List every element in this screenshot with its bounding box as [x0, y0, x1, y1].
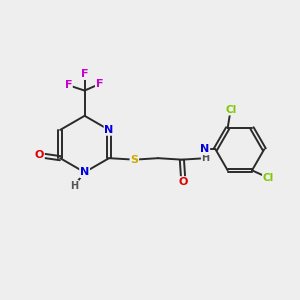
Text: H: H: [70, 181, 78, 191]
Text: F: F: [96, 79, 103, 89]
Text: N: N: [200, 144, 209, 154]
Text: N: N: [104, 125, 114, 135]
Text: N: N: [80, 167, 89, 177]
Text: O: O: [179, 177, 188, 187]
Text: O: O: [35, 150, 44, 160]
Text: Cl: Cl: [263, 173, 274, 183]
Text: Cl: Cl: [225, 105, 236, 115]
Text: F: F: [81, 69, 88, 79]
Text: H: H: [202, 153, 210, 163]
Text: F: F: [64, 80, 72, 90]
Text: S: S: [130, 155, 138, 165]
